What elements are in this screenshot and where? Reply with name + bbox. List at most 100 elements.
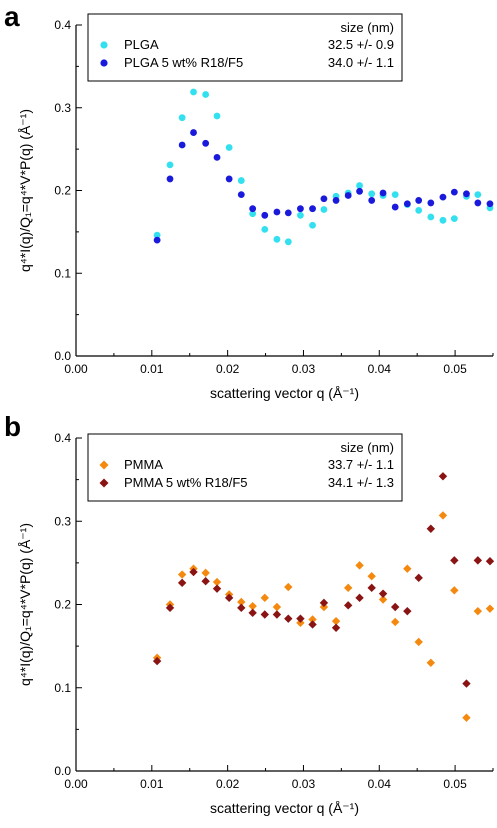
legend-series-name: PMMA (124, 457, 163, 472)
y-tick-label: 0.2 (54, 598, 71, 612)
data-point (368, 197, 376, 204)
data-point (368, 190, 376, 198)
data-point (462, 713, 471, 722)
data-point (414, 573, 423, 583)
data-point (473, 556, 483, 565)
y-tick-label: 0.3 (54, 101, 71, 115)
legend-series-size: 32.5 +/- 0.9 (328, 37, 394, 52)
data-point (332, 197, 340, 204)
data-point (379, 189, 387, 197)
data-point (439, 216, 447, 224)
legend-marker (99, 460, 109, 470)
data-point (439, 193, 447, 201)
data-point (403, 200, 411, 208)
x-tick-label: 0.01 (140, 362, 164, 376)
data-point (367, 571, 376, 581)
legend-marker (99, 478, 109, 488)
x-axis-title: scattering vector q (Å⁻¹) (210, 800, 359, 816)
data-point (414, 637, 423, 647)
data-point (213, 112, 221, 120)
x-tick-label: 0.00 (64, 777, 88, 791)
data-point (474, 191, 482, 199)
data-point (331, 623, 341, 633)
data-point (486, 200, 494, 208)
data-point (202, 139, 210, 147)
data-point (450, 586, 459, 595)
data-point (415, 206, 423, 214)
data-point (249, 205, 257, 213)
data-point (438, 511, 448, 520)
data-point (260, 610, 269, 619)
y-tick-label: 0.0 (54, 349, 71, 363)
legend-header: size (nm) (341, 20, 394, 35)
data-point (249, 210, 257, 218)
legend-series-name: PLGA 5 wt% R18/F5 (124, 55, 243, 70)
data-point (177, 570, 187, 579)
data-point (261, 211, 269, 219)
legend-marker (100, 59, 108, 67)
data-point (166, 175, 174, 183)
data-point (485, 604, 495, 613)
data-point (178, 141, 186, 149)
data-point (403, 564, 412, 573)
legend-header: size (nm) (341, 440, 394, 455)
data-point (343, 583, 353, 593)
y-tick-label: 0.1 (54, 266, 71, 280)
data-point (237, 597, 246, 607)
data-point (450, 556, 459, 565)
data-point (201, 576, 210, 586)
data-point (190, 129, 197, 136)
x-tick-label: 0.05 (443, 362, 467, 376)
chart-a: 0.0 0.1 0.2 0.3 0.4 0.00 0.01 0.02 0.03 0.04 0.05 s… (17, 13, 494, 401)
x-tick-label: 0.03 (292, 777, 316, 791)
data-point (355, 593, 364, 603)
data-point (378, 589, 388, 598)
data-point (201, 568, 210, 578)
data-point (438, 472, 448, 481)
data-point (344, 192, 352, 199)
data-point (190, 88, 197, 96)
data-point (463, 190, 470, 198)
x-tick-label: 0.04 (368, 362, 392, 376)
data-point (212, 584, 222, 593)
data-point (462, 679, 471, 688)
data-point (248, 608, 257, 618)
x-tick-label: 0.02 (216, 777, 240, 791)
legend: size (nm) PMMA 33.7 +/- 1.1 PMMA 5 wt% R18/… (87, 433, 403, 502)
panel-a: a 0.00.10.20.30.40.00 0.01 0.02 0.03 0.04 0.0… (4, 1, 494, 401)
data-point (390, 602, 400, 612)
data-point (297, 211, 304, 219)
data-point (284, 582, 293, 592)
data-point (284, 614, 293, 623)
data-point (296, 614, 305, 623)
data-point (427, 213, 435, 221)
series-2 (153, 129, 494, 244)
data-point (426, 524, 436, 533)
data-point (485, 557, 495, 566)
x-tick-label: 0.04 (368, 777, 392, 791)
panel-letter-b: b (4, 411, 21, 442)
y-axis-title: q⁴*I(q)/Q₁=q⁴*V*P(q) (Å⁻¹) (17, 109, 33, 272)
data-point (178, 114, 186, 122)
y-tick-label: 0.0 (54, 764, 71, 778)
data-point (237, 177, 245, 184)
data-point (450, 215, 458, 223)
data-point (189, 567, 198, 577)
x-tick-label: 0.05 (443, 777, 467, 791)
data-point (212, 577, 222, 587)
data-point (309, 221, 316, 229)
chart-b: 0.0 0.1 0.2 0.3 0.4 0.00 0.01 0.02 0.03 0.04 0.05 s… (17, 431, 495, 816)
data-point (367, 583, 376, 593)
data-point (355, 561, 364, 570)
series-1 (153, 88, 494, 246)
y-tick-label: 0.3 (54, 514, 71, 528)
data-point (284, 238, 292, 246)
x-axis-title: scattering vector q (Å⁻¹) (210, 385, 359, 401)
data-point (202, 91, 210, 98)
data-point (320, 195, 328, 203)
legend-box (87, 13, 403, 82)
x-tick-label: 0.02 (216, 362, 240, 376)
data-point (152, 656, 162, 666)
legend-series-size: 34.1 +/- 1.3 (328, 475, 394, 490)
data-point (450, 188, 458, 196)
